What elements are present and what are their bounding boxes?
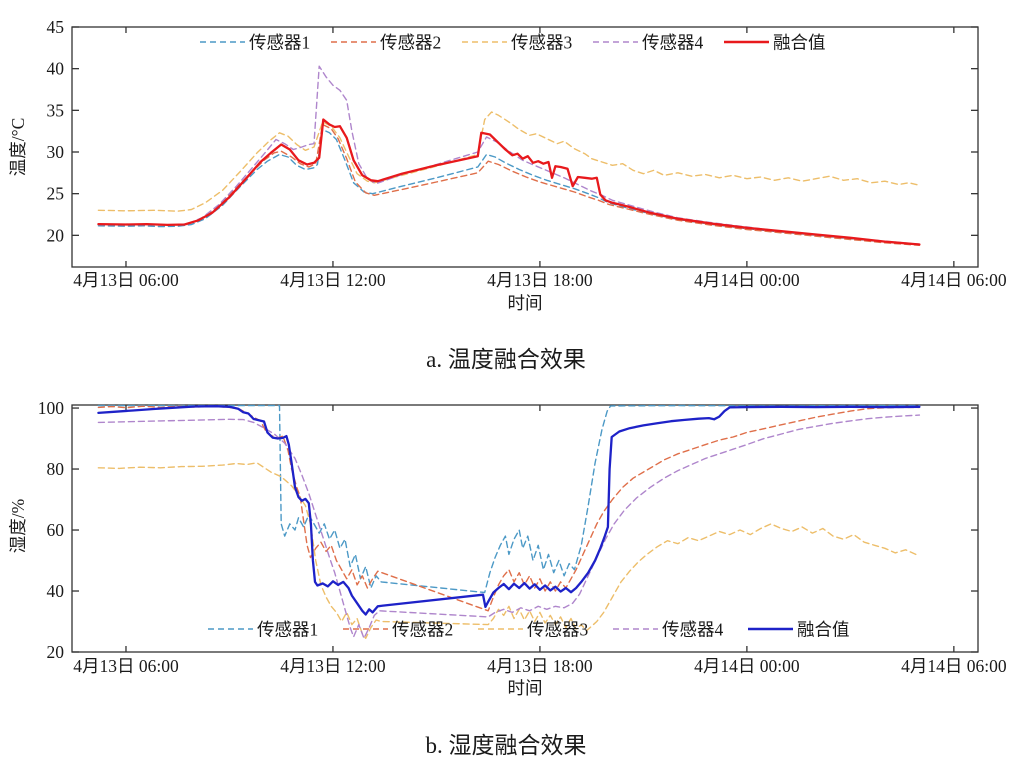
humidity-series-2 [97,405,921,612]
legend-item-传感器1: 传感器1 [200,33,310,53]
temperature-caption: a. 温度融合效果 [426,347,586,372]
y-tick-label: 25 [47,184,65,204]
y-tick-label: 80 [47,459,65,479]
x-tick-label: 4月13日 12:00 [280,270,386,290]
humidity-series-4 [97,414,921,639]
y-tick-label: 100 [38,398,65,418]
x-tick-label: 4月13日 12:00 [280,656,386,676]
y-tick-label: 60 [47,520,65,540]
legend-label: 传感器1 [257,620,318,640]
x-tick-label: 4月14日 00:00 [694,270,800,290]
legend-label: 传感器3 [511,33,572,53]
legend-item-传感器3: 传感器3 [478,620,588,640]
y-tick-label: 20 [47,225,65,245]
legend-item-传感器3: 传感器3 [462,33,572,53]
legend-item-融合值: 融合值 [724,33,826,53]
x-tick-label: 4月13日 18:00 [487,656,593,676]
y-tick-label: 30 [47,142,65,162]
legend-label: 融合值 [773,33,826,53]
humidity-chart: 20 40 60 80 100 4月13日 06:00 4月13日 12:00 4月13日 1… [8,398,1007,698]
x-tick-label: 4月14日 06:00 [901,270,1007,290]
temperature-xlabel: 时间 [508,293,543,313]
legend-label: 传感器4 [642,33,703,53]
legend-item-传感器4: 传感器4 [593,33,703,53]
y-tick-label: 20 [47,642,65,662]
legend-label: 传感器3 [527,620,588,640]
temperature-series-4 [97,65,921,245]
x-tick-label: 4月13日 06:00 [73,656,179,676]
humidity-xlabel: 时间 [508,678,543,698]
temperature-plot-border [71,26,979,268]
legend-item-传感器1: 传感器1 [208,620,318,640]
legend-label: 传感器1 [249,33,310,53]
temperature-chart: 20 25 30 35 40 45 4月13日 06:00 4月13日 12:00 4月13日 … [8,17,1007,313]
temperature-ylabel: 温度/°C [8,118,28,177]
legend-label: 传感器2 [380,33,441,53]
legend-item-传感器4: 传感器4 [613,620,723,640]
legend-label: 传感器4 [662,620,723,640]
legend-item-融合值: 融合值 [748,620,850,640]
legend-item-传感器2: 传感器2 [331,33,441,53]
x-tick-label: 4月14日 06:00 [901,656,1007,676]
humidity-caption: b. 湿度融合效果 [425,733,587,758]
y-tick-label: 45 [47,17,65,37]
x-tick-label: 4月13日 18:00 [487,270,593,290]
humidity-series-1 [97,404,921,594]
y-tick-label: 40 [47,581,65,601]
y-tick-label: 35 [47,100,65,120]
humidity-series-3 [97,462,921,639]
legend-item-传感器2: 传感器2 [343,620,453,640]
x-tick-label: 4月14日 00:00 [694,656,800,676]
humidity-ylabel: 湿度/% [8,499,28,553]
temperature-series-5 [97,118,921,246]
temperature-series-2 [97,123,921,246]
temperature-series-3 [97,111,921,212]
x-tick-label: 4月13日 06:00 [73,270,179,290]
legend-label: 融合值 [797,620,850,640]
humidity-plot-border [71,404,979,653]
legend-label: 传感器2 [392,620,453,640]
temperature-series-1 [97,128,921,246]
humidity-series-5 [97,405,921,616]
y-tick-label: 40 [47,59,65,79]
